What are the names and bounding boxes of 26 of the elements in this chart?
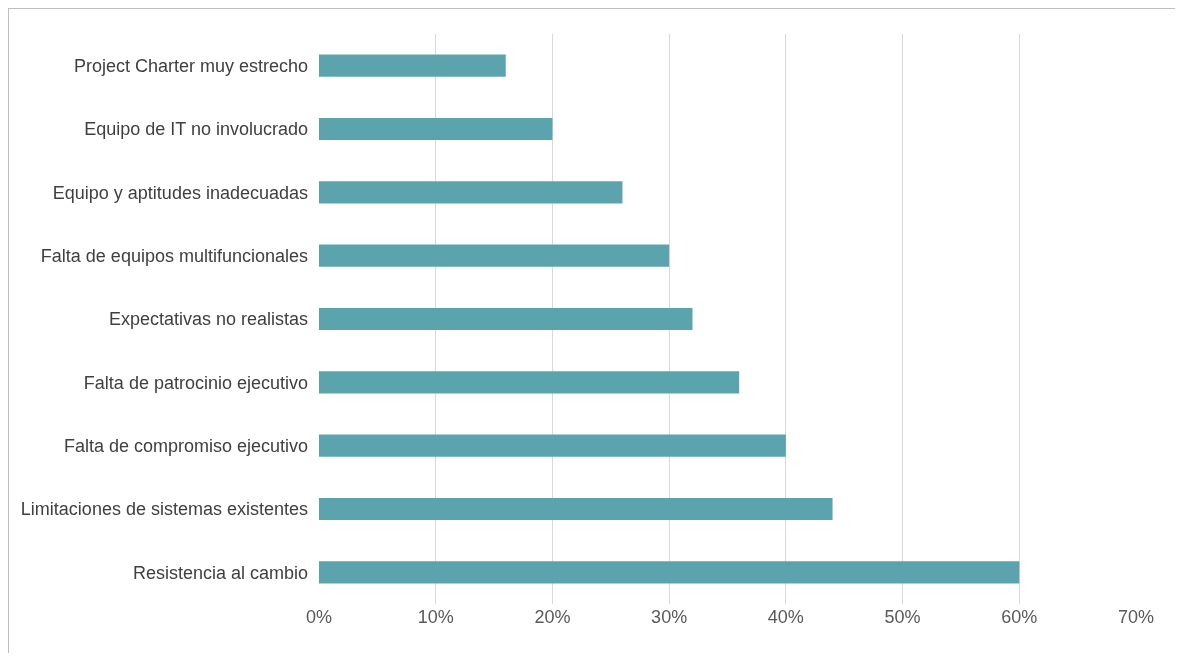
bar bbox=[319, 434, 786, 457]
x-tick-label: 30% bbox=[651, 607, 688, 627]
y-tick-label: Limitaciones de sistemas existentes bbox=[20, 499, 308, 520]
bar bbox=[319, 244, 670, 267]
x-tick-label: 40% bbox=[767, 607, 804, 627]
bar bbox=[319, 181, 623, 204]
bar bbox=[319, 54, 506, 77]
x-tick-label: 50% bbox=[884, 607, 921, 627]
bar bbox=[319, 117, 553, 141]
y-tick-label: Equipo de IT no involucrado bbox=[84, 119, 308, 140]
bar bbox=[319, 371, 740, 394]
x-tick-label: 60% bbox=[1001, 607, 1038, 627]
y-tick-label: Project Charter muy estrecho bbox=[73, 55, 308, 76]
y-tick-label: Falta de compromiso ejecutivo bbox=[63, 435, 308, 456]
y-tick-label: Falta de patrocinio ejecutivo bbox=[83, 372, 308, 393]
y-tick-label: Resistencia al cambio bbox=[132, 562, 308, 583]
x-tick-label: 10% bbox=[417, 607, 454, 627]
x-tick-label: 70% bbox=[1117, 607, 1155, 627]
y-tick-label: Falta de equipos multifuncionales bbox=[40, 245, 308, 266]
bar bbox=[319, 497, 833, 521]
y-tick-label: Equipo y aptitudes inadecuadas bbox=[52, 182, 308, 203]
bar bbox=[319, 561, 1020, 584]
y-tick-label: Expectativas no realistas bbox=[108, 309, 308, 330]
x-tick-label: 20% bbox=[534, 607, 571, 627]
bar bbox=[319, 307, 693, 331]
x-tick-label: 0% bbox=[305, 607, 333, 627]
